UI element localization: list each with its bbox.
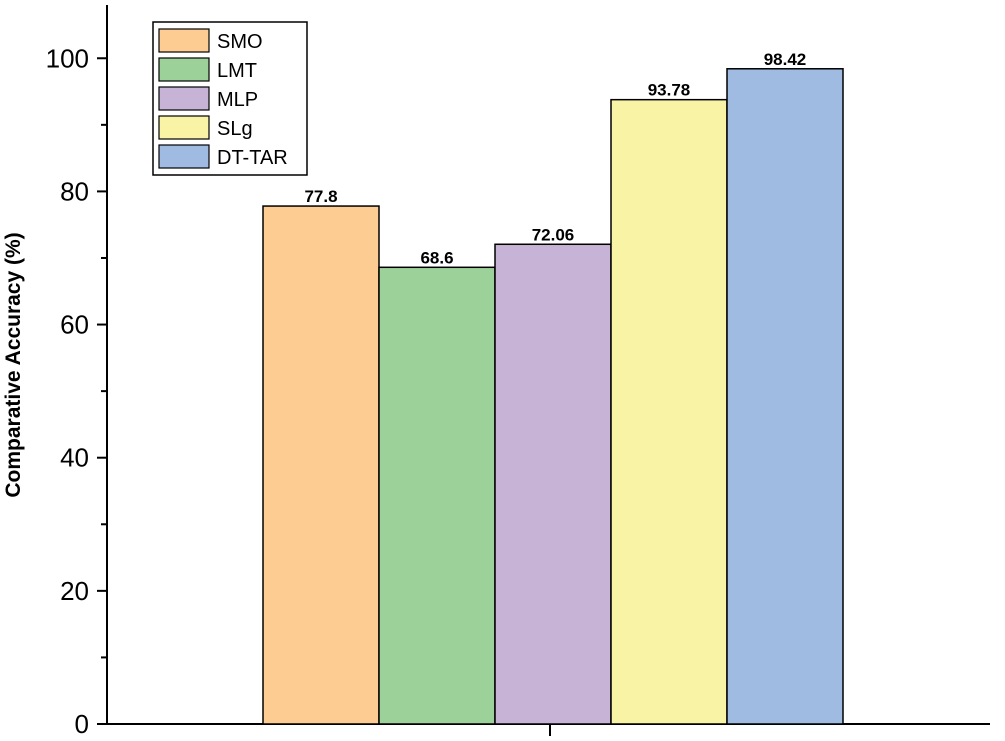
- legend-label-mlp: MLP: [217, 89, 258, 111]
- legend-label-smo: SMO: [217, 31, 263, 53]
- legend-swatch-dt-tar: [158, 144, 210, 169]
- bar-dt-tar: [726, 68, 844, 725]
- y-tick-label: 0: [75, 709, 89, 739]
- y-tick-label: 20: [60, 576, 89, 606]
- legend-swatch-smo: [158, 28, 210, 53]
- data-label-lmt: 68.6: [420, 248, 453, 267]
- legend: SMO LMT MLP SLg DT-TAR: [152, 21, 308, 176]
- axes: 0 20 40 60 80 100: [46, 5, 990, 739]
- data-label-smo: 77.8: [304, 187, 337, 206]
- legend-label-slg: SLg: [217, 118, 253, 140]
- bar-smo: [262, 205, 380, 725]
- data-label-slg: 93.78: [648, 81, 691, 100]
- bar-lmt: [378, 266, 496, 725]
- legend-swatch-slg: [158, 115, 210, 140]
- y-axis-title: Comparative Accuracy (%): [2, 232, 25, 497]
- bars: [262, 68, 844, 725]
- y-tick-label: 60: [60, 310, 89, 340]
- y-tick-label: 40: [60, 443, 89, 473]
- bar-slg: [610, 98, 728, 725]
- y-tick-label: 100: [46, 43, 89, 73]
- data-label-dt-tar: 98.42: [764, 50, 807, 69]
- y-tick-label: 80: [60, 176, 89, 206]
- legend-swatch-mlp: [158, 86, 210, 111]
- data-labels: 77.8 68.6 72.06 93.78 98.42: [304, 50, 806, 268]
- legend-swatch-lmt: [158, 57, 210, 82]
- legend-label-dt-tar: DT-TAR: [217, 147, 288, 169]
- legend-label-lmt: LMT: [217, 60, 257, 82]
- bar-mlp: [494, 243, 612, 725]
- data-label-mlp: 72.06: [532, 225, 575, 244]
